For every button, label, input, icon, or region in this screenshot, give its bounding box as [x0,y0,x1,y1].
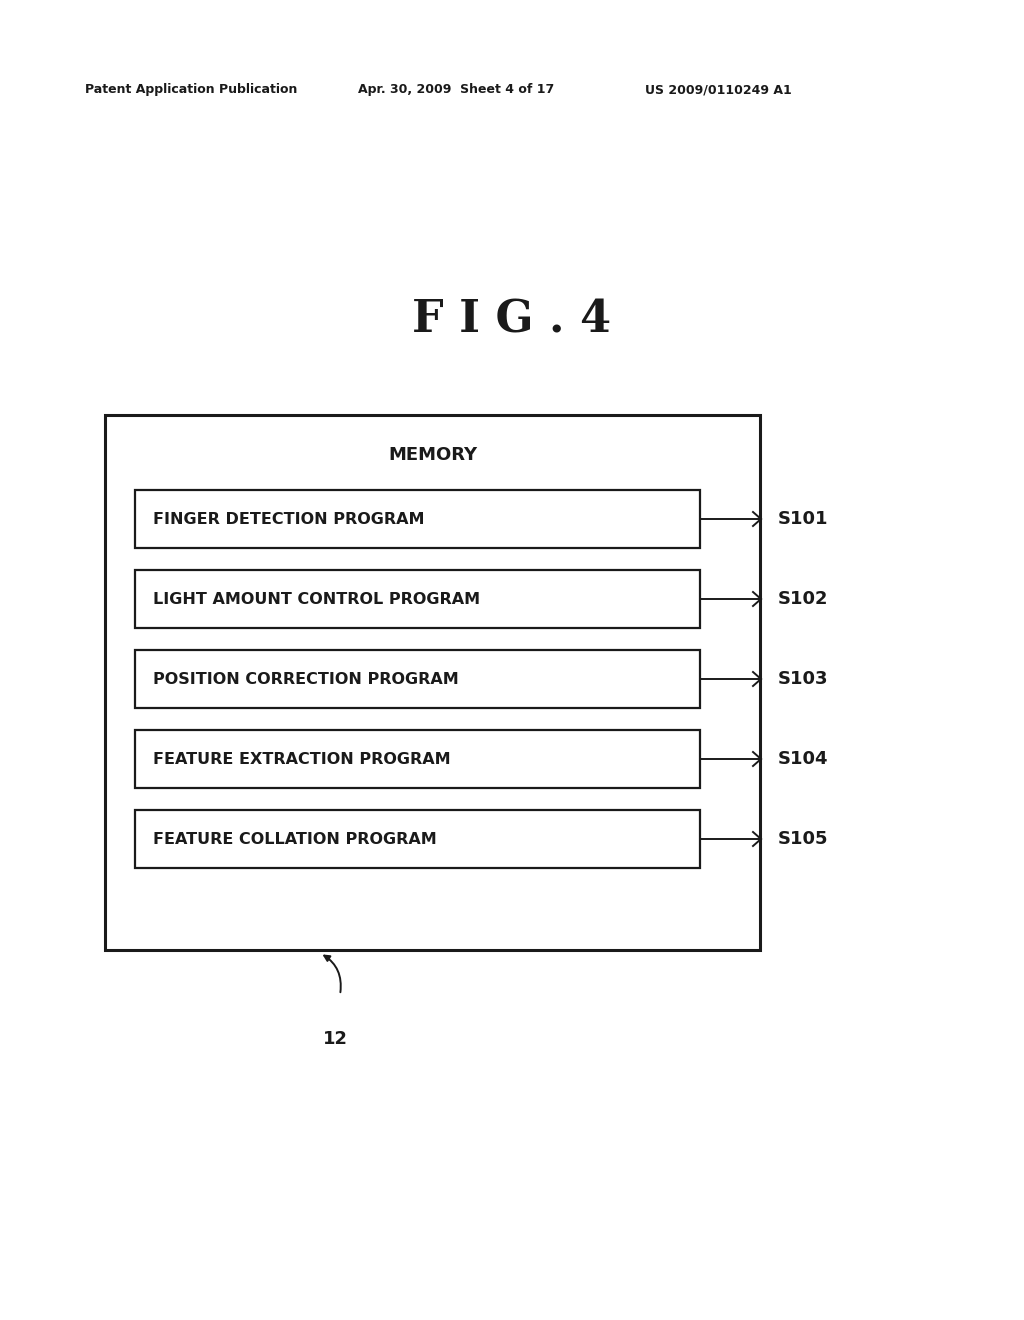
Text: S103: S103 [778,671,828,688]
Text: Patent Application Publication: Patent Application Publication [85,83,297,96]
Bar [135,490,700,548]
Bar [135,730,700,788]
Text: S105: S105 [778,830,828,847]
Bar [135,570,700,628]
Text: S101: S101 [778,510,828,528]
Text: FEATURE EXTRACTION PROGRAM: FEATURE EXTRACTION PROGRAM [153,751,451,767]
Text: POSITION CORRECTION PROGRAM: POSITION CORRECTION PROGRAM [153,672,459,686]
Text: FINGER DETECTION PROGRAM: FINGER DETECTION PROGRAM [153,511,425,527]
Text: US 2009/0110249 A1: US 2009/0110249 A1 [645,83,792,96]
Text: S102: S102 [778,590,828,609]
Bar [135,649,700,708]
Text: S104: S104 [778,750,828,768]
Text: LIGHT AMOUNT CONTROL PROGRAM: LIGHT AMOUNT CONTROL PROGRAM [153,591,480,606]
Text: Apr. 30, 2009  Sheet 4 of 17: Apr. 30, 2009 Sheet 4 of 17 [358,83,554,96]
Text: MEMORY: MEMORY [388,446,477,465]
Text: F I G . 4: F I G . 4 [413,298,611,342]
Text: FEATURE COLLATION PROGRAM: FEATURE COLLATION PROGRAM [153,832,437,846]
Bar [105,414,760,950]
Text: 12: 12 [323,1030,347,1048]
Bar [135,810,700,869]
